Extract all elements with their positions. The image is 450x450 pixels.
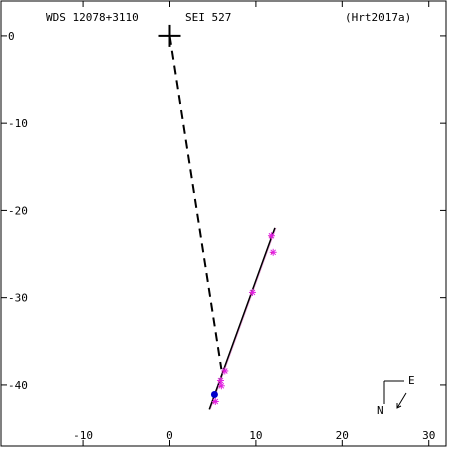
observation-asterisk-stroke (268, 232, 275, 239)
x-tick-label: 20 (336, 429, 349, 442)
y-tick-label: -40 (8, 379, 28, 392)
observation-asterisk-stroke (218, 382, 225, 389)
compass-indicator: E N (377, 374, 415, 417)
current-position-marker (210, 391, 218, 399)
separation-dashed-line (168, 35, 223, 370)
observation-asterisk-stroke (217, 377, 224, 384)
discoverer-label: SEI 527 (185, 11, 231, 24)
axis-ticks: -10 0 10 20 30 0 -10 -20 -30 -40 (1, 1, 446, 446)
compass-motion-arrow (396, 392, 407, 409)
x-tick-label: 0 (166, 429, 173, 442)
x-tick-label: 30 (422, 429, 435, 442)
y-tick-label: -20 (8, 204, 28, 217)
observation-point (221, 367, 229, 375)
observation-asterisk-stroke (249, 289, 256, 296)
observation-point (217, 382, 225, 390)
reference-label: (Hrt2017a) (345, 11, 411, 24)
compass-arrow-head (396, 403, 402, 409)
y-tick-label: -30 (8, 292, 28, 305)
observation-asterisk-stroke (212, 398, 219, 405)
observation-point (267, 232, 275, 240)
linear-fit-shadow-line (209, 227, 277, 410)
y-tick-label: 0 (8, 30, 15, 43)
plot-lines (168, 35, 277, 410)
observation-asterisk-stroke (221, 368, 228, 374)
observation-point (211, 398, 219, 405)
y-tick-label: -10 (8, 117, 28, 130)
compass-north-label: N (377, 404, 384, 417)
observation-point (216, 377, 224, 385)
observation-point (248, 288, 256, 296)
x-tick-label: -10 (73, 429, 93, 442)
x-tick-label: 10 (249, 429, 262, 442)
plot-points (158, 24, 277, 405)
compass-east-label: E (408, 374, 415, 387)
wds-id-label: WDS 12078+3110 (46, 11, 139, 24)
observation-asterisk-stroke (270, 249, 277, 256)
observation-point (269, 248, 277, 256)
